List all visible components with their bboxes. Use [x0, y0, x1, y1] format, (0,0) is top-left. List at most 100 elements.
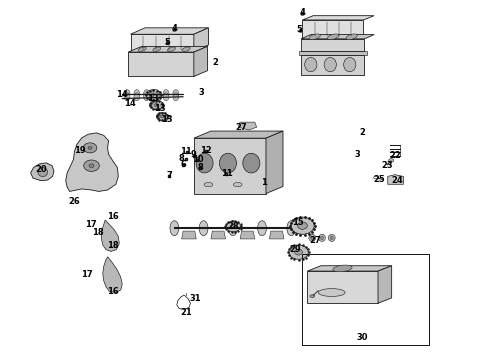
Ellipse shape: [294, 249, 302, 255]
Ellipse shape: [333, 265, 352, 272]
Text: 2: 2: [359, 129, 365, 138]
Text: 30: 30: [356, 333, 368, 342]
Polygon shape: [307, 266, 392, 271]
Ellipse shape: [144, 90, 149, 98]
Ellipse shape: [84, 160, 99, 171]
Ellipse shape: [346, 34, 357, 40]
Text: 18: 18: [92, 228, 103, 237]
Ellipse shape: [343, 58, 356, 72]
Ellipse shape: [124, 90, 130, 98]
Ellipse shape: [38, 168, 48, 177]
Polygon shape: [238, 122, 257, 130]
Polygon shape: [302, 16, 374, 20]
Polygon shape: [194, 28, 208, 51]
Ellipse shape: [309, 34, 320, 40]
Ellipse shape: [199, 221, 208, 236]
Ellipse shape: [83, 143, 97, 153]
Ellipse shape: [328, 234, 335, 242]
Polygon shape: [130, 34, 194, 51]
Text: 14: 14: [116, 90, 128, 99]
Ellipse shape: [289, 245, 308, 259]
Polygon shape: [298, 51, 367, 55]
Ellipse shape: [305, 58, 317, 72]
Ellipse shape: [160, 115, 164, 118]
Text: 15: 15: [292, 219, 303, 228]
Ellipse shape: [243, 153, 260, 173]
Text: 3: 3: [354, 150, 360, 159]
Text: 4: 4: [299, 8, 305, 17]
Ellipse shape: [226, 221, 241, 232]
Ellipse shape: [151, 93, 156, 97]
Ellipse shape: [134, 93, 140, 101]
Ellipse shape: [153, 47, 161, 51]
Text: 20: 20: [36, 165, 47, 174]
Text: 29: 29: [289, 245, 300, 254]
Text: 16: 16: [107, 212, 119, 221]
Ellipse shape: [297, 222, 307, 229]
Bar: [302, 254, 429, 345]
Ellipse shape: [163, 93, 169, 101]
Ellipse shape: [230, 224, 236, 229]
Ellipse shape: [318, 289, 345, 296]
Polygon shape: [103, 257, 122, 293]
Ellipse shape: [311, 236, 314, 240]
Ellipse shape: [153, 93, 159, 101]
Polygon shape: [101, 220, 119, 251]
Ellipse shape: [124, 93, 130, 101]
Ellipse shape: [173, 90, 179, 98]
Polygon shape: [182, 231, 196, 239]
Ellipse shape: [153, 90, 159, 98]
Ellipse shape: [149, 100, 163, 110]
Text: 6: 6: [180, 160, 186, 169]
Text: 11: 11: [220, 169, 232, 178]
Ellipse shape: [182, 47, 190, 51]
Polygon shape: [128, 52, 194, 76]
Ellipse shape: [196, 153, 213, 173]
Text: 2: 2: [213, 58, 219, 67]
Ellipse shape: [310, 295, 315, 297]
Polygon shape: [128, 46, 207, 52]
Ellipse shape: [228, 221, 237, 236]
Text: 24: 24: [392, 176, 403, 185]
Polygon shape: [388, 175, 403, 184]
Polygon shape: [301, 55, 365, 75]
Ellipse shape: [330, 236, 333, 240]
Text: 3: 3: [198, 88, 204, 97]
Ellipse shape: [320, 236, 323, 240]
Polygon shape: [301, 35, 374, 39]
Ellipse shape: [204, 183, 213, 187]
Ellipse shape: [146, 90, 161, 100]
Polygon shape: [302, 20, 364, 38]
Text: 31: 31: [190, 294, 201, 303]
Text: 19: 19: [74, 146, 86, 155]
Ellipse shape: [89, 164, 94, 167]
Polygon shape: [194, 46, 207, 76]
Polygon shape: [301, 39, 365, 51]
Text: 18: 18: [107, 240, 118, 249]
Polygon shape: [378, 266, 392, 303]
Text: 22: 22: [389, 151, 401, 160]
Text: 13: 13: [161, 116, 173, 125]
Ellipse shape: [134, 90, 140, 98]
Text: 16: 16: [107, 287, 119, 296]
Text: 25: 25: [373, 175, 385, 184]
Polygon shape: [66, 133, 118, 192]
Text: 28: 28: [227, 222, 239, 231]
Text: 4: 4: [172, 24, 177, 33]
Polygon shape: [30, 163, 54, 181]
Ellipse shape: [168, 47, 175, 51]
Polygon shape: [211, 231, 225, 239]
Ellipse shape: [233, 183, 242, 187]
Polygon shape: [266, 131, 283, 194]
Ellipse shape: [163, 90, 169, 98]
Ellipse shape: [88, 147, 92, 149]
Ellipse shape: [291, 217, 314, 234]
Text: 8: 8: [179, 154, 185, 163]
Text: 17: 17: [81, 270, 93, 279]
Ellipse shape: [324, 58, 336, 72]
Ellipse shape: [154, 103, 159, 107]
Text: 7: 7: [167, 171, 172, 180]
Text: 12: 12: [200, 146, 212, 155]
Ellipse shape: [287, 221, 295, 236]
Polygon shape: [194, 131, 283, 138]
